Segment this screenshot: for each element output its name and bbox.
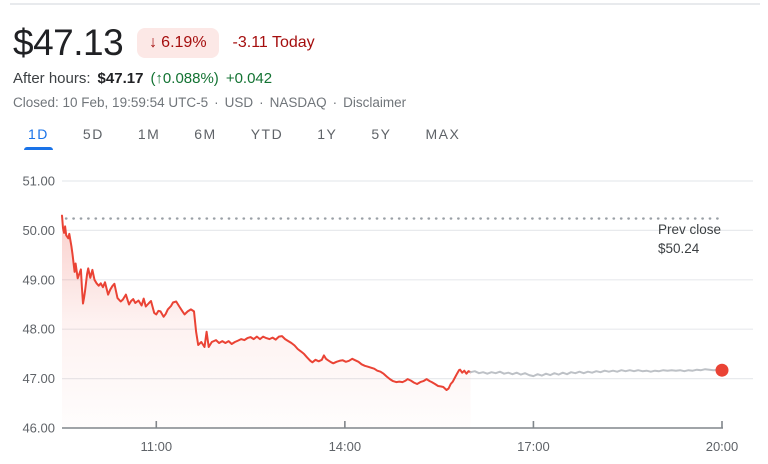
active-tab-underline <box>24 147 53 150</box>
latest-price-dot <box>715 363 729 377</box>
closed-timestamp: Closed: 10 Feb, 19:59:54 UTC-5 <box>13 95 209 110</box>
price-row: $47.13 ↓ 6.19% -3.11 Today <box>13 22 315 64</box>
tab-5d[interactable]: 5D <box>82 126 104 142</box>
separator-dot: · <box>332 95 338 110</box>
prev-close-value: $50.24 <box>658 241 700 256</box>
x-axis-label-11:00: 11:00 <box>140 439 172 454</box>
price-chart-svg[interactable]: 51.00 50.00 49.00 48.00 47.00 46.00 11:00 14:00… <box>0 154 768 464</box>
tab-max[interactable]: MAX <box>425 126 461 142</box>
y-axis-label-50.00: 50.00 <box>22 223 55 238</box>
top-divider <box>10 3 760 5</box>
chart-area[interactable]: 51.00 50.00 49.00 48.00 47.00 46.00 11:00 14:00… <box>0 154 768 464</box>
x-axis-label-14:00: 14:00 <box>329 439 362 454</box>
tab-1m[interactable]: 1M <box>137 126 161 142</box>
disclaimer-link[interactable]: Disclaimer <box>343 95 407 110</box>
tab-ytd[interactable]: YTD <box>250 126 284 142</box>
tab-5y[interactable]: 5Y <box>371 126 392 142</box>
after-hours-percent: (↑0.088%) <box>150 70 219 87</box>
tab-6m[interactable]: 6M <box>194 126 217 142</box>
separator-dot: · <box>259 95 264 110</box>
price-line-after-hours <box>469 368 723 378</box>
y-axis-label-47.00: 47.00 <box>22 371 55 386</box>
after-hours-row: After hours: $47.17 (↑0.088%) +0.042 <box>13 70 272 87</box>
after-hours-price: $47.17 <box>97 70 144 87</box>
time-range-tabs: 1D 5D 1M 6M YTD 1Y 5Y MAX <box>24 126 461 150</box>
y-axis-label-46.00: 46.00 <box>22 421 55 436</box>
change-percent-value: 6.19% <box>161 34 207 51</box>
change-percent-badge: ↓ 6.19% <box>137 28 219 58</box>
prev-close-label: Prev close <box>658 222 721 237</box>
down-arrow-icon: ↓ <box>149 34 158 51</box>
tab-1d[interactable]: 1D <box>24 126 53 150</box>
market-status-row: Closed: 10 Feb, 19:59:54 UTC-5 · USD · N… <box>13 95 406 110</box>
current-price: $47.13 <box>13 22 124 63</box>
currency-label: USD <box>224 95 254 110</box>
exchange-label: NASDAQ <box>269 95 327 110</box>
y-axis-label-49.00: 49.00 <box>22 272 55 287</box>
price-line-regular-session <box>61 214 472 391</box>
price-area-fill <box>62 215 471 428</box>
x-axis-label-17:00: 17:00 <box>517 439 550 454</box>
x-axis-label-20:00: 20:00 <box>706 439 739 454</box>
y-axis-label-51.00: 51.00 <box>22 174 55 189</box>
after-hours-change: +0.042 <box>225 70 273 87</box>
after-hours-label: After hours: <box>13 70 91 87</box>
tab-1y[interactable]: 1Y <box>317 126 338 142</box>
separator-dot: · <box>214 95 219 110</box>
change-today: -3.11 Today <box>232 34 315 51</box>
y-axis-label-48.00: 48.00 <box>22 322 55 337</box>
